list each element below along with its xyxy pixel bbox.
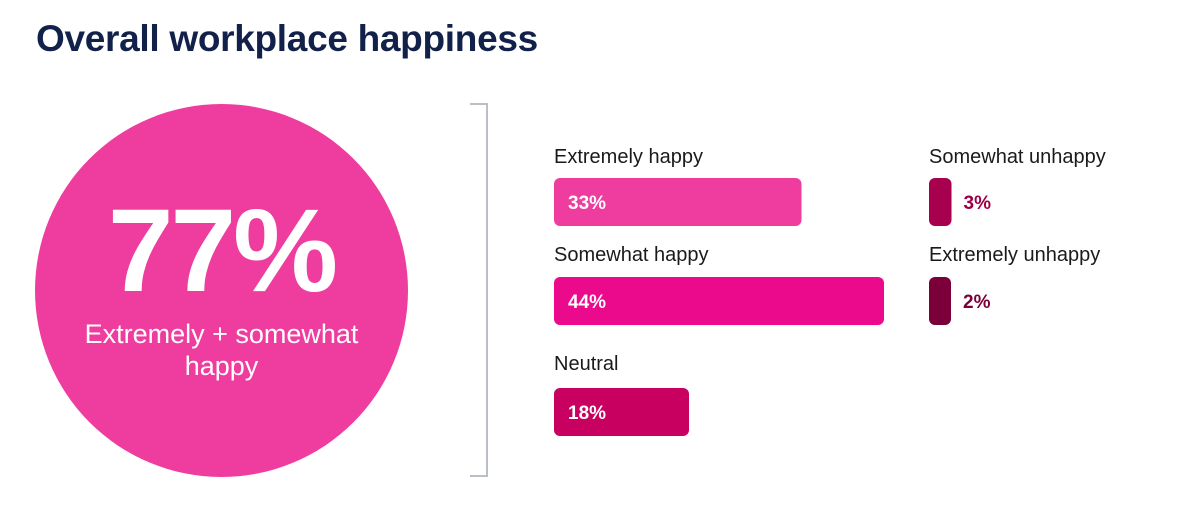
category-label-extremely-happy: Extremely happy	[554, 146, 703, 168]
bar-extremely-unhappy	[929, 277, 951, 325]
summary-label: Extremely + somewhat happy	[84, 319, 359, 381]
category-label-somewhat-unhappy: Somewhat unhappy	[929, 146, 1106, 168]
value-label-somewhat-happy: 44%	[568, 292, 606, 313]
bracket-divider	[470, 103, 488, 477]
value-label-somewhat-unhappy: 3%	[964, 193, 992, 214]
value-label-extremely-unhappy: 2%	[963, 292, 991, 313]
value-label-neutral: 18%	[568, 403, 606, 424]
summary-circle: 77% Extremely + somewhat happy	[35, 104, 408, 477]
bar-somewhat-happy	[554, 277, 884, 325]
bar-extremely-happy	[554, 178, 802, 226]
bar-somewhat-unhappy	[929, 178, 952, 226]
category-label-extremely-unhappy: Extremely unhappy	[929, 244, 1100, 266]
bar-neutral	[554, 388, 689, 436]
category-label-neutral: Neutral	[554, 353, 618, 375]
summary-value: 77%	[107, 185, 338, 317]
category-label-somewhat-happy: Somewhat happy	[554, 244, 709, 266]
value-label-extremely-happy: 33%	[568, 193, 606, 214]
chart-title: Overall workplace happiness	[36, 18, 538, 59]
